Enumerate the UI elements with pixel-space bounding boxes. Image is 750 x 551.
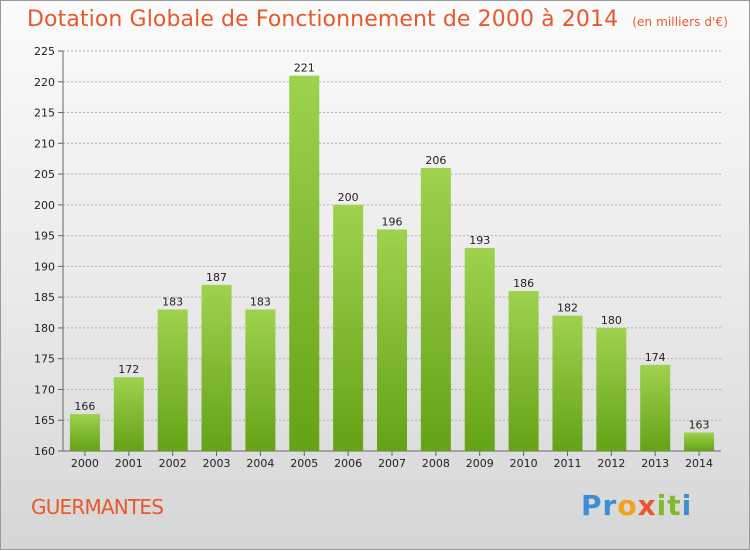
bar-value-label: 187 bbox=[206, 271, 227, 284]
bar-value-label: 206 bbox=[425, 154, 446, 167]
bar bbox=[596, 327, 627, 451]
bar bbox=[684, 432, 715, 451]
bar bbox=[552, 315, 583, 451]
y-tick-label: 190 bbox=[34, 260, 55, 273]
x-tick-label: 2008 bbox=[422, 457, 450, 470]
y-tick-label: 195 bbox=[34, 230, 55, 243]
y-tick-label: 200 bbox=[34, 199, 55, 212]
bar-value-label: 174 bbox=[645, 351, 666, 364]
bar-value-label: 180 bbox=[601, 314, 622, 327]
bar bbox=[333, 204, 364, 451]
x-tick-label: 2004 bbox=[246, 457, 274, 470]
x-tick-label: 2006 bbox=[334, 457, 362, 470]
bar bbox=[464, 247, 495, 451]
bar bbox=[157, 309, 188, 451]
logo-letter: P bbox=[581, 489, 603, 522]
x-tick-label: 2005 bbox=[290, 457, 318, 470]
chart-title-text: Dotation Globale de Fonctionnement de 20… bbox=[27, 7, 619, 32]
bar bbox=[69, 414, 100, 451]
bar-value-label: 200 bbox=[338, 191, 359, 204]
bar bbox=[640, 364, 671, 451]
bar bbox=[113, 377, 144, 451]
x-tick-label: 2001 bbox=[115, 457, 143, 470]
y-tick-label: 205 bbox=[34, 168, 55, 181]
x-tick-label: 2003 bbox=[203, 457, 231, 470]
y-tick-label: 175 bbox=[34, 353, 55, 366]
commune-name: GUERMANTES bbox=[31, 495, 164, 519]
x-tick-label: 2011 bbox=[553, 457, 581, 470]
bar-value-label: 193 bbox=[469, 234, 490, 247]
bar-value-label: 183 bbox=[162, 295, 183, 308]
bar-value-label: 166 bbox=[74, 400, 95, 413]
x-tick-label: 2009 bbox=[466, 457, 494, 470]
bar bbox=[508, 291, 539, 451]
bar-value-label: 221 bbox=[294, 62, 315, 75]
y-tick-label: 160 bbox=[34, 445, 55, 458]
bar bbox=[377, 229, 407, 451]
y-tick-label: 170 bbox=[34, 383, 55, 396]
x-tick-label: 2007 bbox=[378, 457, 406, 470]
bar-value-label: 172 bbox=[118, 363, 139, 376]
bar bbox=[289, 75, 320, 451]
y-tick-label: 220 bbox=[34, 76, 55, 89]
logo-letter: r bbox=[602, 489, 618, 522]
bar-value-label: 183 bbox=[250, 295, 271, 308]
proxiti-logo: Proxiti bbox=[581, 489, 692, 522]
y-tick-label: 225 bbox=[34, 45, 55, 58]
x-tick-label: 2000 bbox=[71, 457, 99, 470]
x-tick-label: 2014 bbox=[685, 457, 713, 470]
chart-title: Dotation Globale de Fonctionnement de 20… bbox=[27, 7, 728, 32]
y-tick-label: 215 bbox=[34, 107, 55, 120]
bar-value-label: 196 bbox=[382, 215, 403, 228]
x-tick-label: 2012 bbox=[597, 457, 625, 470]
chart-subtitle: (en milliers d'€) bbox=[632, 15, 729, 29]
bar bbox=[201, 284, 232, 451]
x-tick-label: 2002 bbox=[159, 457, 187, 470]
bar bbox=[245, 309, 276, 451]
logo-letter: x bbox=[637, 489, 657, 522]
bar-value-label: 163 bbox=[689, 419, 710, 432]
y-tick-label: 180 bbox=[34, 322, 55, 335]
x-tick-label: 2010 bbox=[510, 457, 538, 470]
y-tick-label: 165 bbox=[34, 414, 55, 427]
bar bbox=[420, 167, 451, 451]
y-tick-label: 210 bbox=[34, 137, 55, 150]
logo-letter: t bbox=[667, 489, 682, 522]
x-tick-label: 2013 bbox=[641, 457, 669, 470]
bar-value-label: 186 bbox=[513, 277, 534, 290]
logo-letter: o bbox=[617, 489, 638, 522]
bar-value-label: 182 bbox=[557, 302, 578, 315]
logo-letter: i bbox=[656, 489, 668, 522]
logo-letter: i bbox=[681, 489, 693, 522]
y-tick-label: 185 bbox=[34, 291, 55, 304]
